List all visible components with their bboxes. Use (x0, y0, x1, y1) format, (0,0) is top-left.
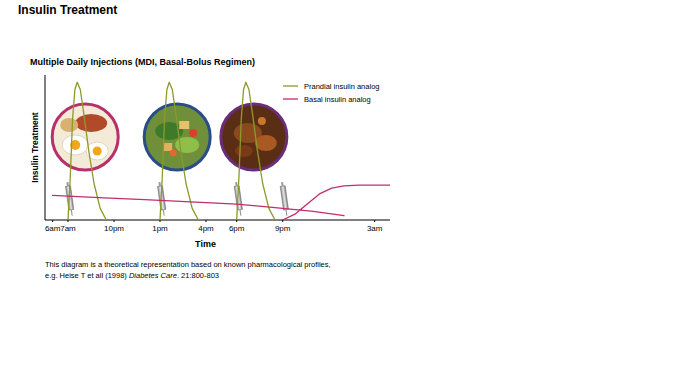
legend-swatch (283, 85, 298, 86)
legend-swatch (283, 98, 298, 99)
food-border (144, 104, 210, 170)
syringe-needle (163, 210, 165, 216)
citation-suffix: . 21:800-803 (177, 271, 219, 280)
series-line (53, 185, 390, 220)
y-axis-label: Insulin Treatment (30, 112, 40, 183)
food-plate (52, 104, 118, 170)
chicken (163, 143, 172, 151)
chart-title: Multiple Daily Injections (MDI, Basal-Bo… (30, 57, 255, 67)
x-tick-label: 6pm (229, 224, 245, 233)
series-line (68, 82, 275, 220)
carrot (170, 150, 177, 157)
side-dish (75, 114, 107, 132)
syringe-needle (286, 210, 288, 216)
x-tick (160, 220, 161, 222)
footnote-line: This diagram is a theoretical representa… (45, 260, 331, 269)
page-title: Insulin Treatment (18, 3, 117, 17)
food-border (221, 104, 287, 170)
x-tick-label: 7am (60, 224, 76, 233)
x-tick (206, 220, 207, 222)
food-border (52, 104, 118, 170)
x-axis (45, 220, 390, 221)
x-tick-label: 10pm (104, 224, 124, 233)
x-tick (374, 220, 375, 222)
egg-white (62, 135, 88, 155)
syringe-plunger (281, 182, 284, 186)
x-tick-label: 3am (367, 224, 383, 233)
food-illustration (221, 104, 287, 170)
food-illustration (52, 104, 118, 170)
food-plate (144, 104, 210, 170)
x-tick-label: 4pm (198, 224, 214, 233)
x-tick (236, 220, 237, 222)
syringe-plunger (158, 182, 161, 186)
syringe (280, 182, 290, 216)
syringe-needle (71, 210, 73, 216)
x-tick-label: 6am (45, 224, 61, 233)
syringe-needle (240, 210, 242, 216)
x-tick (282, 220, 283, 222)
x-tick (68, 220, 69, 222)
x-tick (52, 220, 53, 222)
toast (60, 118, 78, 132)
legend-label: Basal insulin analog (304, 95, 371, 104)
syringe-plunger (66, 182, 69, 186)
legend-label: Prandial insulin analog (304, 82, 379, 91)
x-tick-label: 1pm (152, 224, 168, 233)
plot-area (53, 82, 390, 220)
meat (235, 145, 253, 157)
page: Insulin Treatment Multiple Daily Injectio… (0, 0, 700, 375)
meat (255, 135, 277, 151)
syringe-body (280, 186, 288, 210)
food-illustration (144, 104, 210, 170)
x-axis-label: Time (195, 239, 216, 249)
chicken (179, 121, 189, 129)
garnish (258, 117, 266, 125)
x-tick (114, 220, 115, 222)
citation-journal: Diabetes Care (129, 271, 177, 280)
syringe-plunger (235, 182, 238, 186)
egg-yolk (93, 147, 102, 156)
tomato (189, 129, 197, 137)
x-tick-label: 9pm (275, 224, 291, 233)
citation-prefix: e.g. Heise T et all (1998) (45, 271, 129, 280)
y-axis (45, 75, 46, 220)
food-plate (221, 104, 287, 170)
citation: e.g. Heise T et all (1998) Diabetes Care… (45, 271, 219, 280)
